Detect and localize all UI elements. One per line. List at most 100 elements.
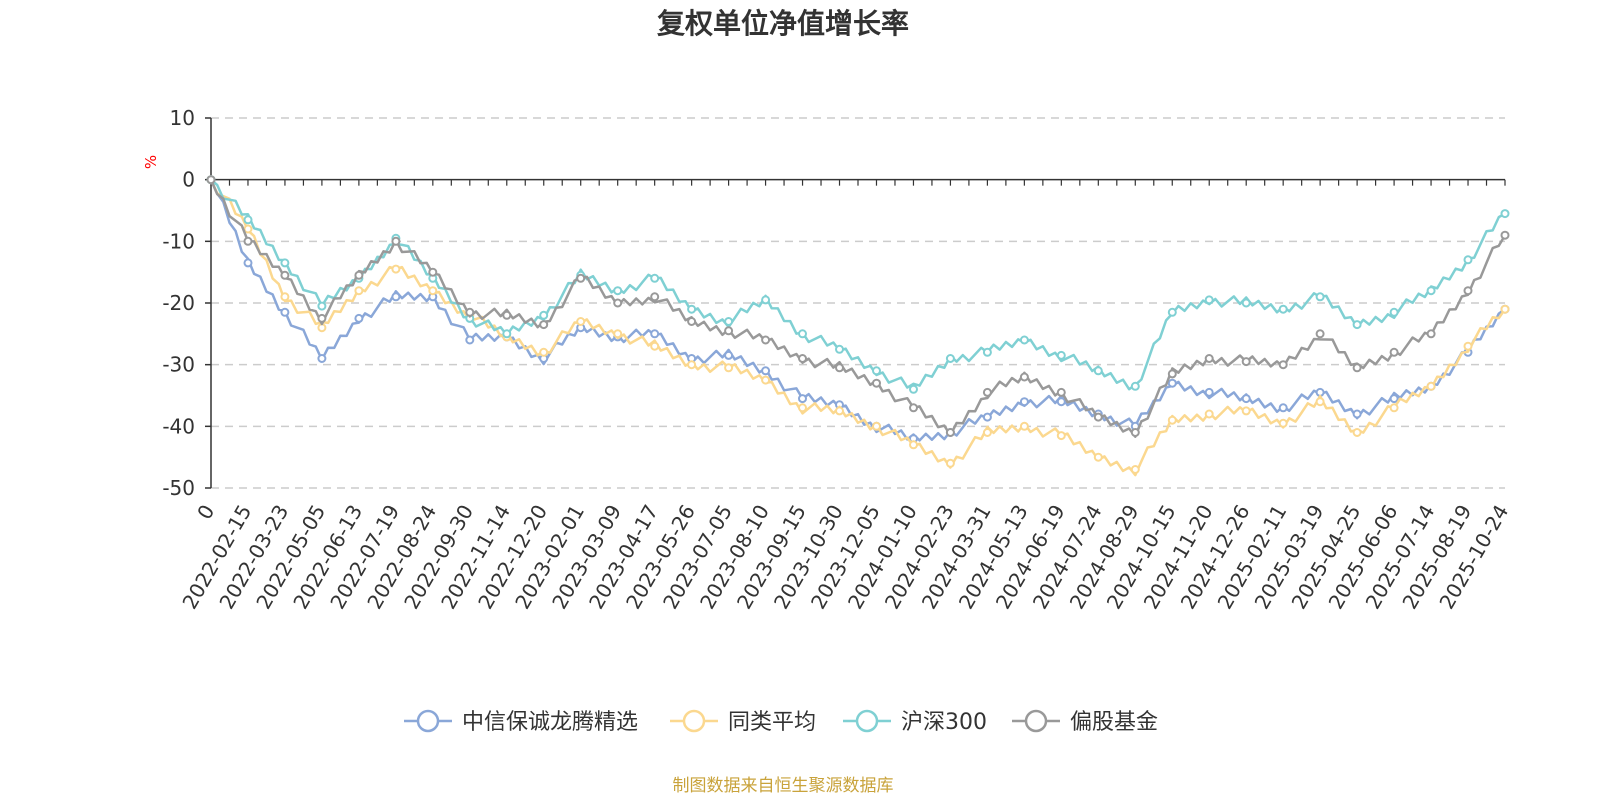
- data-point: [1426, 286, 1436, 296]
- legend-marker-icon: [855, 709, 879, 733]
- y-axis-unit-label: %: [142, 155, 160, 169]
- legend-item-0[interactable]: 中信保诚龙腾精选: [404, 709, 638, 735]
- data-point: [576, 273, 586, 283]
- data-point: [982, 387, 992, 397]
- data-point: [243, 258, 253, 268]
- data-point: [1204, 409, 1214, 419]
- data-point: [1019, 421, 1029, 431]
- series-3: [206, 175, 1510, 438]
- data-point: [1315, 292, 1325, 302]
- data-point: [1130, 381, 1140, 391]
- series-1: [206, 175, 1510, 477]
- chart-title: 复权单位净值增长率: [657, 7, 909, 40]
- y-tick-label: -30: [162, 353, 195, 377]
- data-point: [613, 329, 623, 339]
- data-point: [1204, 387, 1214, 397]
- data-point: [1204, 295, 1214, 305]
- data-point: [243, 215, 253, 225]
- data-point: [539, 347, 549, 357]
- data-point: [835, 344, 844, 354]
- data-point: [1167, 378, 1177, 388]
- legend[interactable]: 中信保诚龙腾精选 同类平均 沪深300 偏股基金: [404, 709, 1158, 735]
- data-source-note: 制图数据来自恒生聚源数据库: [673, 776, 894, 796]
- data-point: [982, 428, 992, 437]
- data-point: [945, 428, 955, 437]
- data-point: [724, 363, 734, 373]
- data-point: [391, 264, 401, 274]
- data-point: [687, 360, 697, 370]
- data-point: [539, 320, 549, 330]
- legend-marker-icon: [682, 709, 706, 733]
- data-point: [1093, 412, 1103, 422]
- data-point: [1352, 320, 1362, 330]
- data-point: [354, 270, 364, 280]
- data-point: [391, 292, 401, 302]
- data-point: [798, 329, 807, 339]
- data-point: [354, 313, 364, 323]
- data-point: [428, 267, 438, 277]
- data-point: [1500, 304, 1510, 314]
- y-tick-label: -40: [162, 414, 195, 438]
- data-point: [761, 295, 771, 305]
- data-point: [761, 335, 771, 345]
- data-point: [1019, 335, 1029, 345]
- data-point: [650, 273, 660, 283]
- data-point: [1352, 363, 1362, 373]
- legend-marker-icon: [416, 709, 440, 733]
- data-point: [798, 354, 807, 363]
- data-point: [1315, 387, 1325, 397]
- data-point: [945, 354, 955, 363]
- data-point: [1389, 394, 1399, 404]
- data-point: [1500, 230, 1510, 240]
- data-point: [909, 440, 918, 450]
- gridlines: [211, 117, 1505, 489]
- data-point: [317, 354, 327, 363]
- data-point: [613, 298, 623, 308]
- data-point: [650, 341, 660, 351]
- legend-item-2[interactable]: 沪深300: [843, 709, 987, 735]
- data-point: [1056, 387, 1066, 397]
- data-point: [835, 363, 844, 373]
- y-tick-label: 0: [182, 168, 195, 192]
- data-point: [650, 329, 660, 339]
- data-point: [428, 286, 438, 296]
- legend-marker-icon: [1024, 709, 1048, 733]
- data-point: [1389, 403, 1399, 413]
- data-point: [1278, 418, 1288, 428]
- data-point: [1241, 298, 1251, 308]
- data-point: [317, 301, 327, 311]
- series-lines: [206, 175, 1510, 477]
- data-point: [1241, 394, 1251, 404]
- y-tick-label: 10: [170, 106, 195, 130]
- data-point: [909, 384, 918, 394]
- data-point: [872, 421, 881, 431]
- data-point: [1278, 304, 1288, 314]
- data-point: [206, 175, 216, 185]
- data-point: [872, 378, 881, 388]
- data-point: [798, 394, 807, 404]
- y-tick-label: -50: [162, 476, 195, 500]
- data-point: [465, 307, 475, 317]
- data-point: [798, 403, 807, 413]
- data-point: [1241, 357, 1251, 367]
- data-point: [1093, 366, 1103, 376]
- x-tick-label: 0: [192, 501, 219, 524]
- legend-item-3[interactable]: 偏股基金: [1012, 709, 1158, 735]
- data-point: [945, 458, 955, 468]
- data-point: [1463, 286, 1473, 296]
- data-point: [280, 292, 290, 302]
- legend-label: 沪深300: [901, 710, 987, 735]
- data-point: [243, 236, 253, 246]
- data-point: [280, 258, 290, 268]
- legend-item-1[interactable]: 同类平均: [670, 709, 816, 735]
- data-point: [280, 270, 290, 280]
- series-2: [206, 175, 1510, 394]
- data-point: [724, 350, 734, 360]
- data-point: [1056, 431, 1066, 441]
- data-point: [1130, 428, 1140, 437]
- data-point: [1500, 209, 1510, 219]
- data-point: [650, 292, 660, 302]
- data-point: [317, 313, 327, 323]
- data-point: [761, 366, 771, 376]
- y-tick-label: -10: [162, 229, 195, 253]
